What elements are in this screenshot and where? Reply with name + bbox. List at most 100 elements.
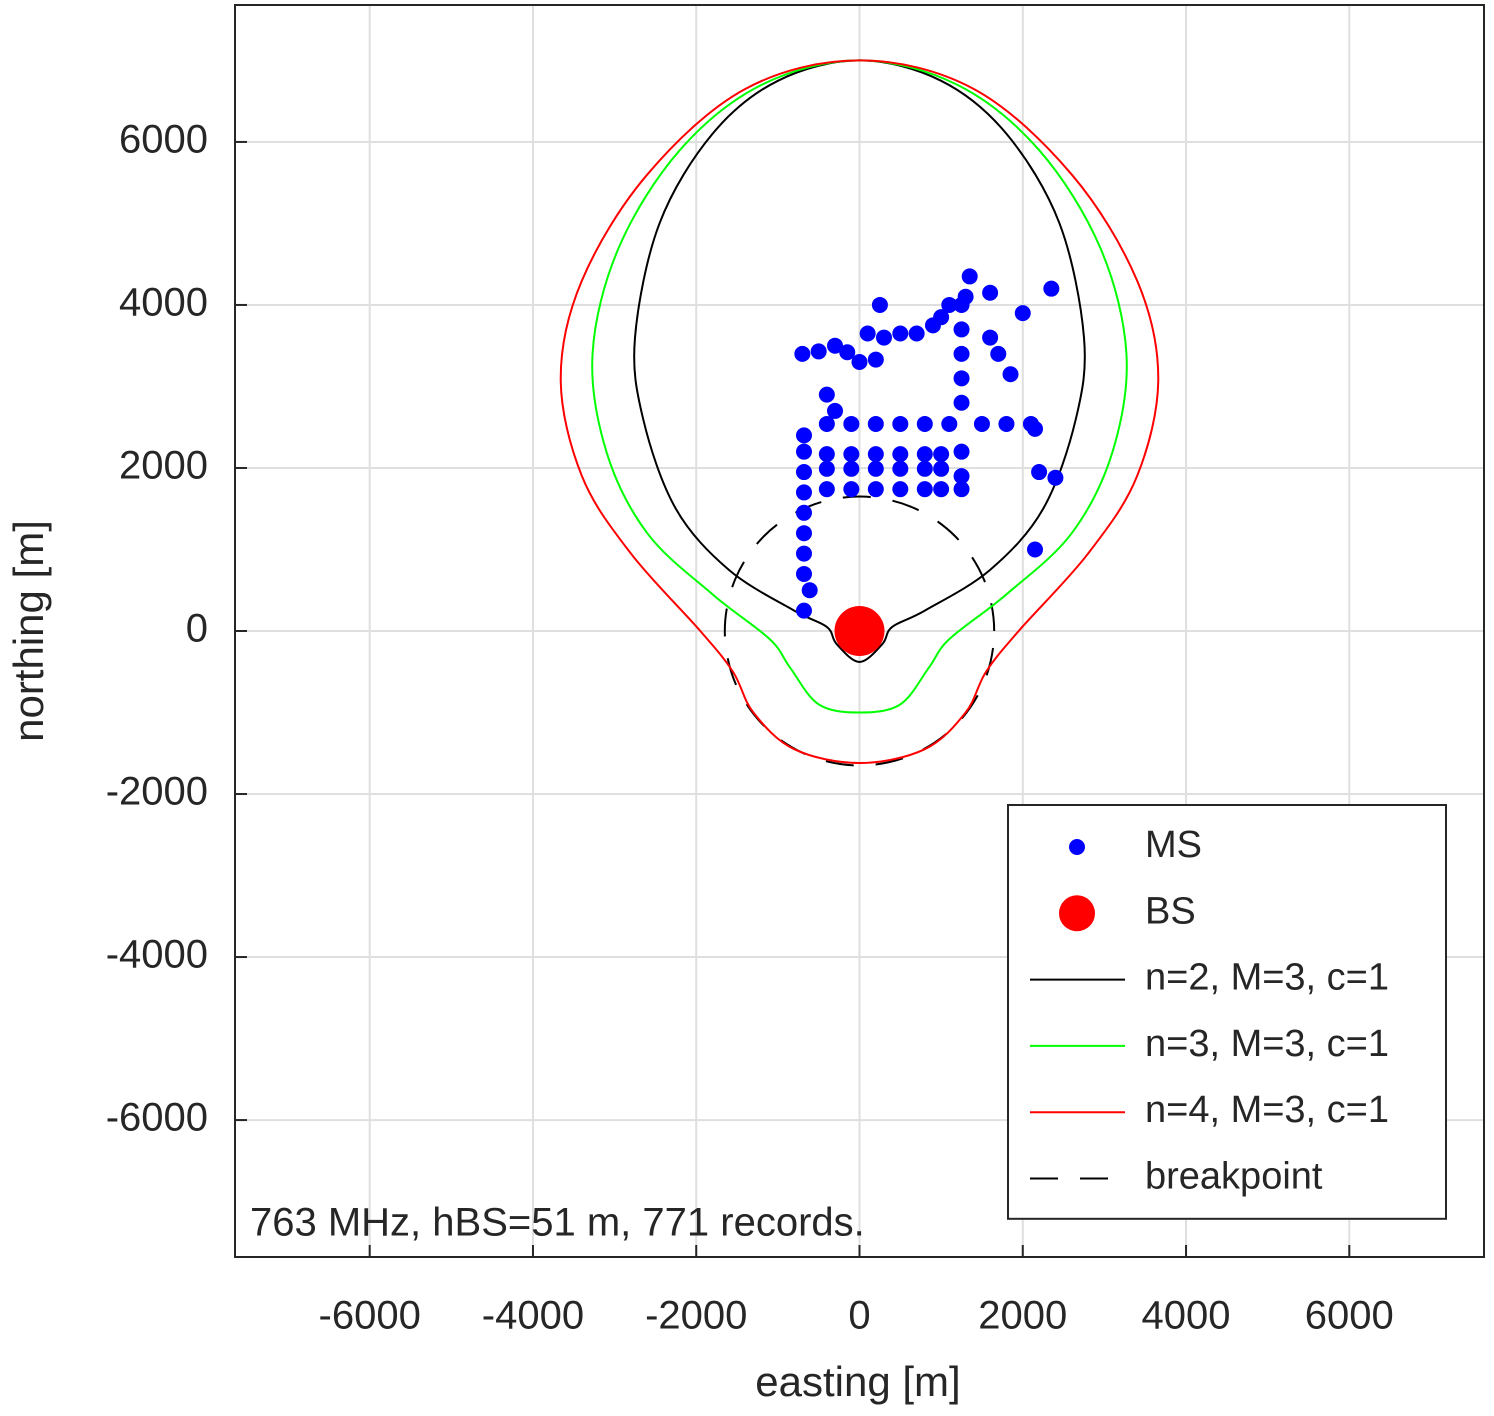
marker <box>843 481 860 498</box>
marker <box>818 460 835 477</box>
marker <box>795 565 812 582</box>
marker <box>916 481 933 498</box>
marker <box>795 545 812 562</box>
marker <box>892 325 909 342</box>
marker <box>990 345 1007 362</box>
marker <box>953 370 970 387</box>
x-tick-label: 2000 <box>978 1294 1067 1338</box>
marker <box>953 321 970 338</box>
marker <box>843 446 860 463</box>
y-tick-label: 0 <box>186 607 208 651</box>
marker <box>982 329 999 346</box>
marker <box>818 415 835 432</box>
marker <box>795 602 812 619</box>
legend-label: breakpoint <box>1145 1156 1323 1198</box>
y-tick-label: 4000 <box>119 281 208 325</box>
legend-box <box>1007 804 1447 1220</box>
x-tick-label: 4000 <box>1142 1294 1231 1338</box>
marker <box>1027 541 1044 558</box>
legend-label: n=2, M=3, c=1 <box>1145 957 1389 999</box>
marker <box>957 288 974 305</box>
marker <box>933 460 950 477</box>
y-tick-label: -2000 <box>106 770 208 814</box>
marker <box>827 337 844 354</box>
marker <box>834 606 885 656</box>
legend-marker <box>1059 895 1095 932</box>
marker <box>818 446 835 463</box>
marker <box>953 443 970 460</box>
marker <box>867 446 884 463</box>
marker <box>794 345 811 362</box>
marker <box>867 481 884 498</box>
marker <box>867 415 884 432</box>
marker <box>851 354 868 371</box>
marker <box>795 484 812 501</box>
marker <box>859 325 876 342</box>
marker <box>827 402 844 419</box>
legend-label: n=4, M=3, c=1 <box>1145 1089 1389 1131</box>
marker <box>1002 366 1019 383</box>
x-tick-label: -6000 <box>319 1294 421 1338</box>
curve <box>591 59 1128 714</box>
marker <box>839 344 856 361</box>
x-tick-label: 0 <box>848 1294 870 1338</box>
legend-label: n=3, M=3, c=1 <box>1145 1023 1389 1065</box>
axes-frame <box>234 4 1485 1258</box>
marker <box>1027 420 1044 437</box>
marker <box>801 582 818 599</box>
marker <box>818 386 835 403</box>
y-tick-label: 6000 <box>119 118 208 162</box>
marker <box>810 343 827 360</box>
marker <box>843 460 860 477</box>
marker <box>892 446 909 463</box>
marker <box>961 268 978 285</box>
marker <box>892 460 909 477</box>
marker <box>795 427 812 444</box>
marker <box>941 415 958 432</box>
marker <box>973 415 990 432</box>
curve <box>633 59 1086 663</box>
marker <box>795 504 812 521</box>
marker <box>875 329 892 346</box>
marker <box>953 468 970 485</box>
marker <box>892 481 909 498</box>
legend-marker <box>1069 839 1085 855</box>
marker <box>998 415 1015 432</box>
marker <box>933 309 950 326</box>
marker <box>953 481 970 498</box>
marker <box>818 481 835 498</box>
y-tick-label: -6000 <box>106 1096 208 1140</box>
marker <box>795 464 812 481</box>
marker <box>933 446 950 463</box>
annotation: 763 MHz, hBS=51 m, 771 records. <box>250 1201 865 1245</box>
marker <box>916 460 933 477</box>
marker <box>867 351 884 368</box>
marker <box>916 446 933 463</box>
marker <box>1014 305 1031 322</box>
marker <box>933 481 950 498</box>
marker <box>941 296 958 313</box>
y-axis-label: northing [m] <box>5 520 52 742</box>
marker <box>908 325 925 342</box>
marker <box>953 345 970 362</box>
legend-label: BS <box>1145 890 1196 932</box>
marker <box>916 415 933 432</box>
curve <box>559 59 1160 765</box>
legend: MS BS n=2, M=3, c=1 n=3, M=3, c=1 n=4, M=3, … <box>1007 804 1447 1220</box>
marker <box>953 394 970 411</box>
x-tick-label: -4000 <box>482 1294 584 1338</box>
marker <box>1047 469 1064 486</box>
marker <box>795 443 812 460</box>
y-tick-label: 2000 <box>119 444 208 488</box>
marker <box>843 415 860 432</box>
x-axis-label: easting [m] <box>755 1358 960 1405</box>
y-tick-label: -4000 <box>106 933 208 977</box>
marker <box>982 284 999 301</box>
x-tick-label: -2000 <box>645 1294 747 1338</box>
marker <box>1043 280 1060 297</box>
marker <box>867 460 884 477</box>
marker <box>1031 464 1048 481</box>
marker <box>892 415 909 432</box>
